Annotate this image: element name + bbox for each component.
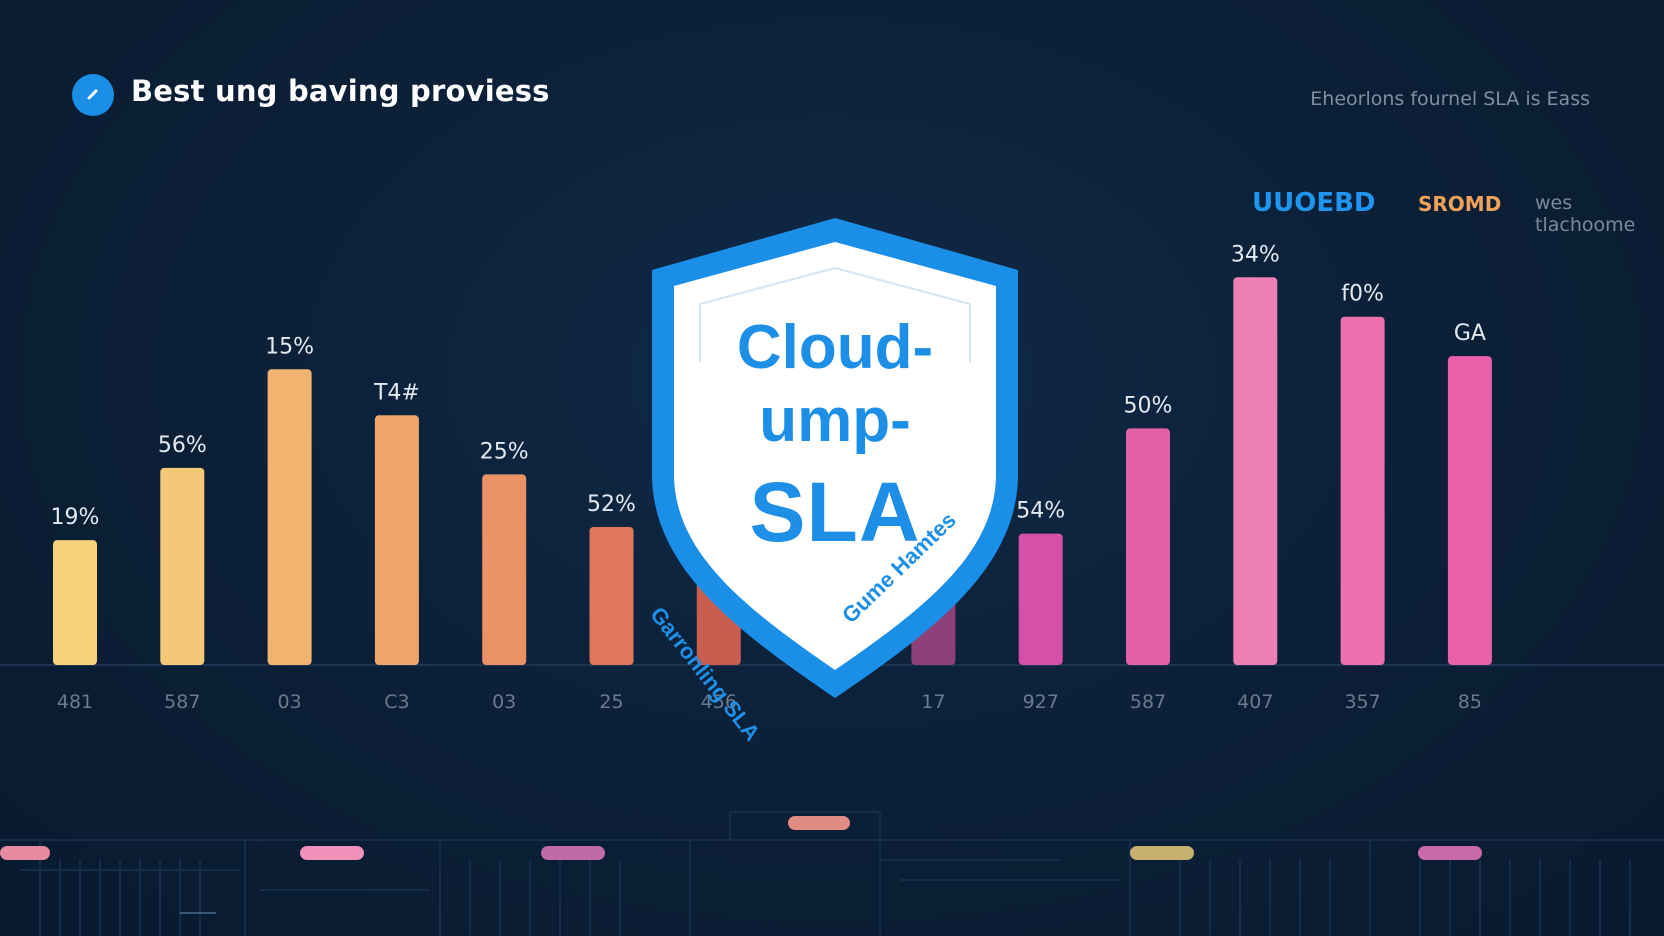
bar xyxy=(267,369,312,665)
strip-pill xyxy=(1130,846,1194,860)
bar-value-label: 54% xyxy=(1016,499,1065,524)
page-title: Best ung baving proviess xyxy=(131,74,550,108)
x-tick-label: 17 xyxy=(921,691,945,713)
strip-pill xyxy=(0,846,50,860)
x-tick-label: 03 xyxy=(492,691,516,713)
legend-item-1: UUOEBD xyxy=(1252,188,1376,218)
legend-item-2: SROMD xyxy=(1418,192,1502,216)
bar xyxy=(1126,428,1170,665)
bar-value-label: 50% xyxy=(1124,393,1173,418)
sla-shield-badge: Cloud- ump- SLA Garronling SLA Gume Hamt… xyxy=(640,212,1030,745)
x-tick-label: 407 xyxy=(1237,691,1273,713)
bar-value-label: 52% xyxy=(587,492,636,517)
bar-value-label: 56% xyxy=(158,433,207,458)
bar xyxy=(1447,356,1492,665)
x-tick-label: C3 xyxy=(384,691,409,713)
bar xyxy=(589,527,634,665)
x-tick-label: 481 xyxy=(57,691,93,713)
x-tick-label: 927 xyxy=(1023,691,1059,713)
x-tick-label: 456 xyxy=(701,691,737,713)
bar xyxy=(53,540,97,665)
bar-value-label: 25% xyxy=(480,439,529,464)
bar-value-label: GA xyxy=(1454,321,1486,346)
bar xyxy=(374,415,419,665)
bar-value-label: T4# xyxy=(373,380,420,405)
page-subtitle: Eheorlons fournel SLA is Eass xyxy=(1310,88,1590,110)
strip-pill xyxy=(1418,846,1482,860)
shield-icon xyxy=(652,218,1018,698)
check-icon xyxy=(72,74,114,116)
bar-value-label: 19% xyxy=(51,505,100,530)
x-tick-label: 25 xyxy=(599,691,623,713)
bar xyxy=(482,474,527,665)
strip-pill xyxy=(541,846,605,860)
badge-title-line-3: SLA xyxy=(749,465,921,559)
x-tick-label: 357 xyxy=(1344,691,1380,713)
badge-title-line-2: ump- xyxy=(759,386,911,455)
strip-pill xyxy=(300,846,364,860)
bottom-decoration xyxy=(0,811,1664,936)
bar-chart: 19%48156%58715%03T4#C325%0352%2545652%17… xyxy=(0,242,1664,713)
bar xyxy=(160,467,205,665)
bar xyxy=(1018,533,1063,665)
bar-value-label: 34% xyxy=(1231,242,1280,267)
bar xyxy=(1233,277,1278,665)
legend-item-3: wes tlachoome xyxy=(1535,192,1636,236)
x-tick-label: 03 xyxy=(278,691,302,713)
strip-pill xyxy=(788,816,850,830)
bar-value-label: f0% xyxy=(1341,282,1384,307)
badge-title-line-1: Cloud- xyxy=(736,313,934,382)
x-tick-label: 587 xyxy=(164,691,200,713)
x-tick-label: 587 xyxy=(1130,691,1166,713)
x-tick-label: 85 xyxy=(1458,691,1482,713)
bar xyxy=(1340,316,1385,665)
bar-value-label: 15% xyxy=(265,334,314,359)
